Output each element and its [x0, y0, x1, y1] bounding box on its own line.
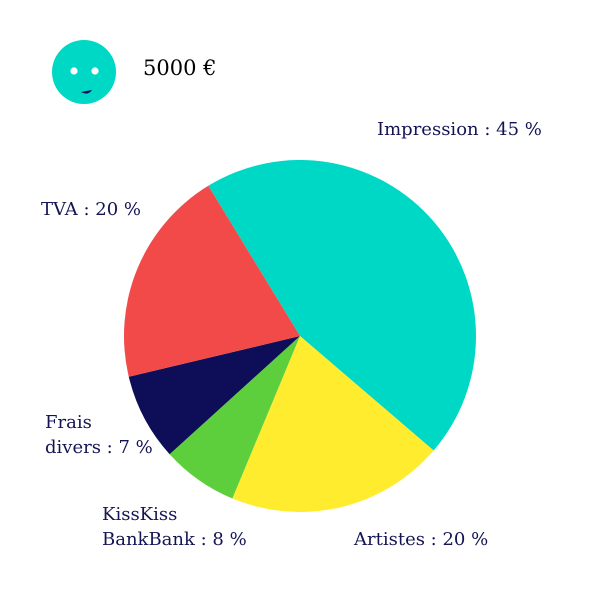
label-frais-divers: Frais divers : 7 %	[45, 410, 153, 460]
pie-slice-artistes	[232, 336, 434, 512]
budget-amount: 5000 €	[143, 56, 217, 80]
smiley-face-circle	[52, 40, 116, 104]
label-tva: TVA : 20 %	[41, 199, 142, 220]
label-impression: Impression : 45 %	[377, 119, 542, 140]
smiley-mouth	[81, 90, 92, 94]
label-frais-line1: Frais	[45, 412, 92, 433]
label-frais-line2: divers : 7 %	[45, 437, 153, 458]
label-artistes: Artistes : 20 %	[354, 529, 489, 550]
smiley-icon	[52, 40, 116, 104]
pie-slice-impression	[208, 160, 476, 451]
pie-slice-tva	[123, 185, 301, 377]
smiley-left-eye	[70, 67, 78, 75]
smiley-right-eye	[91, 67, 99, 75]
label-kisskiss-bankbank: KissKiss BankBank : 8 %	[102, 502, 247, 552]
pie-slice-kisskiss	[169, 336, 300, 499]
pie-slice-frais	[128, 336, 300, 455]
label-kisskiss-line1: KissKiss	[102, 504, 178, 525]
label-kisskiss-line2: BankBank : 8 %	[102, 529, 247, 550]
